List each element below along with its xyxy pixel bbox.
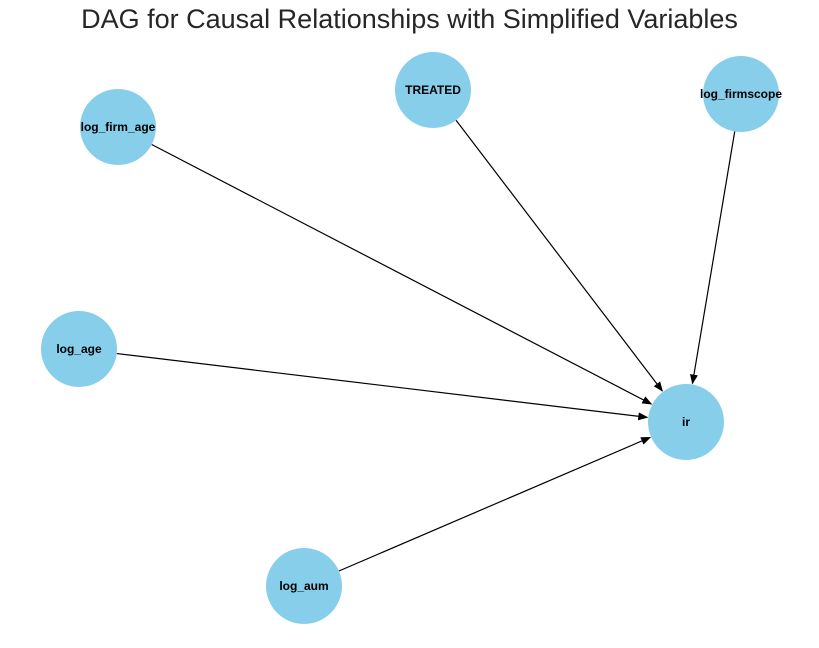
edge-layer <box>116 119 736 572</box>
node-log-aum: log_aum <box>266 548 342 624</box>
node-label: log_age <box>56 342 102 356</box>
node-ir: ir <box>648 384 724 460</box>
edge-TREATED-to-ir <box>455 119 663 392</box>
node-log-age: log_age <box>41 311 117 387</box>
node-treated: TREATED <box>395 52 471 128</box>
node-log-firmscope: log_firmscope <box>700 56 782 132</box>
diagram-title: DAG for Causal Relationships with Simpli… <box>81 4 738 34</box>
node-label: log_firmscope <box>700 87 782 101</box>
node-circle <box>266 548 342 624</box>
node-circle <box>395 52 471 128</box>
node-circle <box>41 311 117 387</box>
edge-log_firm_age-to-ir <box>151 143 653 405</box>
node-circle <box>80 89 156 165</box>
node-circle <box>703 56 779 132</box>
edge-log_age-to-ir <box>116 352 649 421</box>
node-label: TREATED <box>405 83 461 97</box>
node-label: log_aum <box>279 579 328 593</box>
node-label: log_firm_age <box>81 120 156 134</box>
edge-log_aum-to-ir <box>338 436 652 572</box>
edge-log_firmscope-to-ir <box>689 131 736 385</box>
node-label: ir <box>682 415 690 429</box>
node-log-firm-age: log_firm_age <box>80 89 156 165</box>
node-layer: log_firm_age TREATED log_firmscope log_agei… <box>41 52 782 624</box>
node-circle <box>648 384 724 460</box>
